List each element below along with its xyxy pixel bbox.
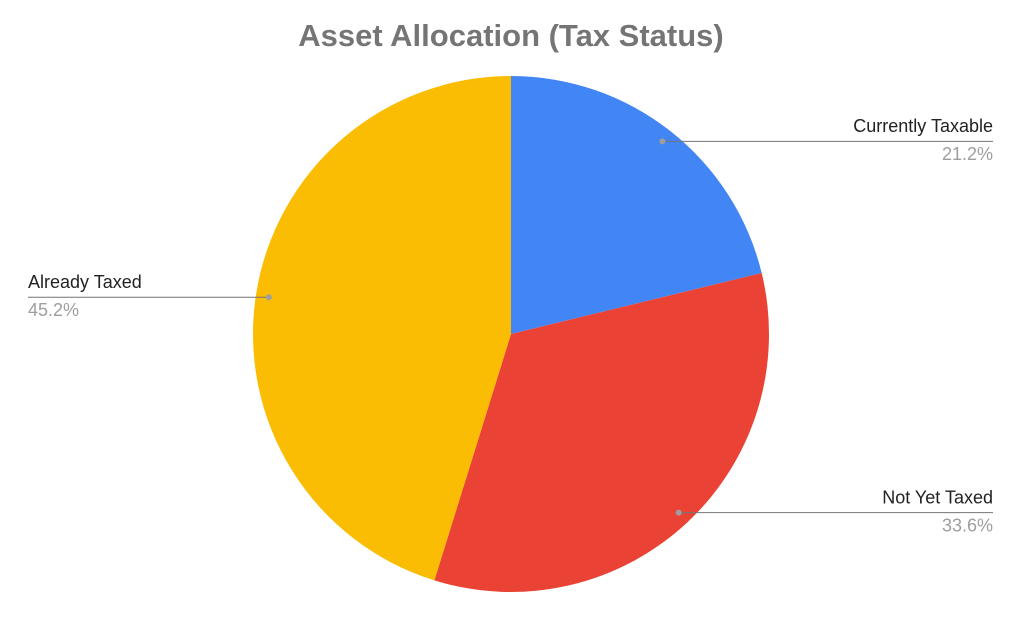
leader-dot: [265, 294, 272, 301]
pie-slice: [511, 76, 762, 334]
leader-dot: [659, 138, 666, 145]
slice-value-label: 33.6%: [942, 515, 993, 535]
pie-slice: [253, 76, 511, 581]
slice-value-label: 45.2%: [28, 300, 79, 320]
slice-value-label: 21.2%: [942, 144, 993, 164]
slice-label: Already Taxed: [28, 272, 142, 292]
chart-title: Asset Allocation (Tax Status): [298, 18, 723, 53]
slice-label: Currently Taxable: [853, 116, 993, 136]
leader-dot: [675, 509, 682, 516]
slice-label: Not Yet Taxed: [882, 487, 993, 507]
